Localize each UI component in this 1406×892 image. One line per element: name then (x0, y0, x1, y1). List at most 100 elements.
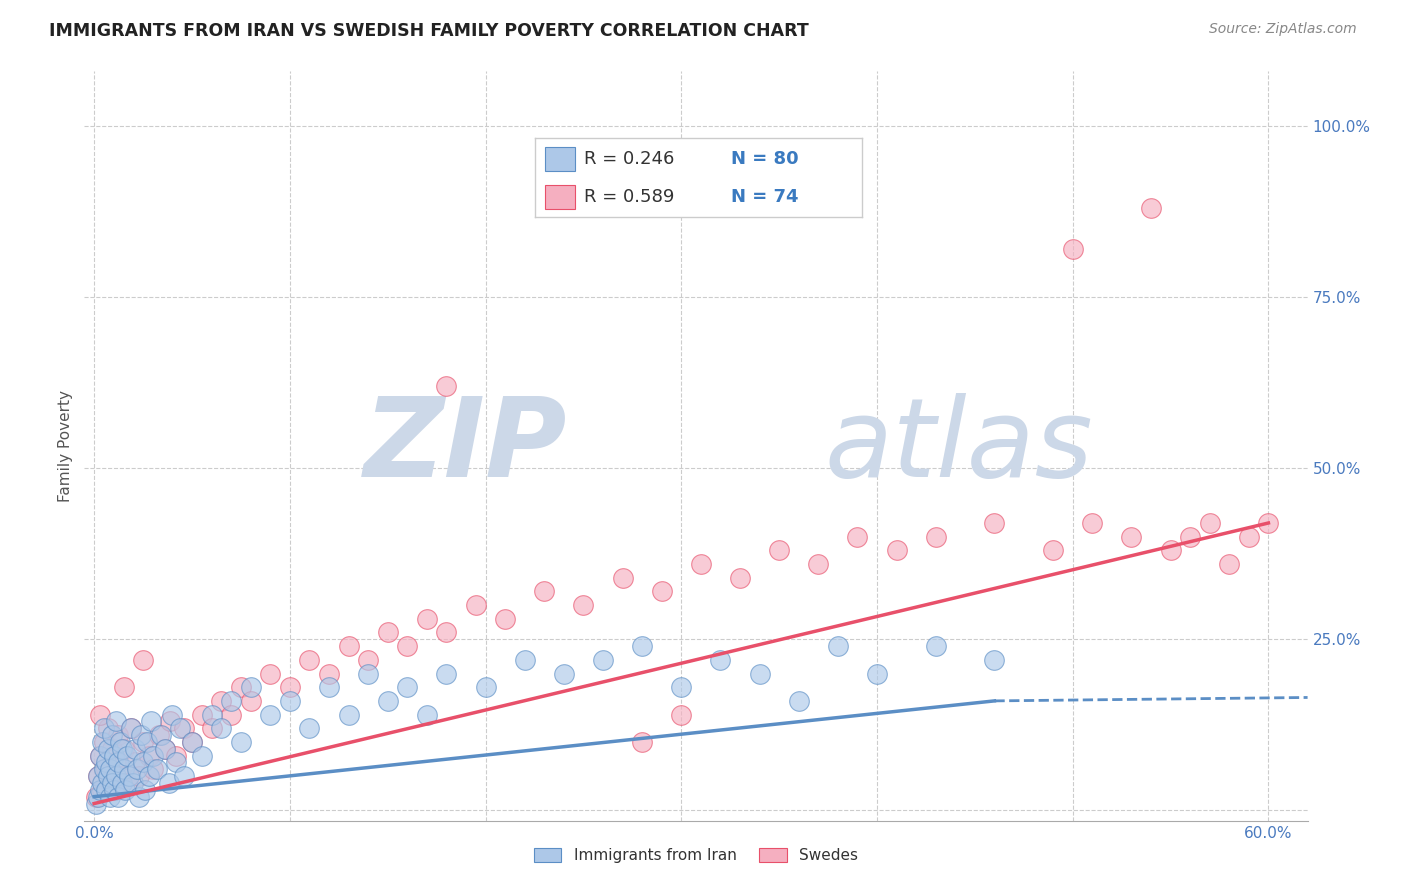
Point (128, 769, 150, 783)
Y-axis label: Family Poverty: Family Poverty (58, 390, 73, 502)
Point (200, 721, 222, 735)
Point (157, 776, 180, 790)
Point (436, 379, 458, 393)
Text: N = 80: N = 80 (731, 150, 799, 169)
Point (100, 728, 122, 742)
Point (709, 653, 731, 667)
Point (209, 721, 232, 735)
Point (103, 782, 125, 797)
Point (748, 666, 770, 681)
Point (117, 776, 139, 790)
Point (149, 728, 172, 742)
Point (148, 728, 170, 742)
Point (87, 769, 110, 783)
Point (98, 762, 121, 776)
Point (98, 776, 121, 790)
Point (1257, 516, 1279, 530)
Point (134, 782, 156, 797)
Point (97, 769, 120, 783)
Point (200, 707, 222, 722)
Point (93, 762, 115, 776)
Point (229, 735, 252, 749)
Point (396, 680, 419, 694)
Point (513, 653, 536, 667)
Point (318, 680, 340, 694)
Point (191, 707, 214, 722)
Point (1140, 201, 1163, 215)
Point (572, 598, 595, 612)
FancyBboxPatch shape (546, 186, 575, 209)
Point (132, 756, 155, 770)
Point (298, 653, 321, 667)
Point (97, 741, 120, 756)
Point (827, 639, 849, 653)
Point (112, 762, 135, 776)
Point (132, 653, 155, 667)
Point (1218, 557, 1240, 571)
Point (219, 707, 242, 722)
Point (129, 728, 152, 742)
Point (165, 756, 187, 770)
Point (377, 625, 399, 640)
Point (136, 735, 159, 749)
Point (103, 782, 125, 797)
Point (1081, 516, 1104, 530)
Point (153, 741, 176, 756)
Point (89, 748, 111, 763)
Point (464, 598, 486, 612)
Point (112, 741, 135, 756)
Point (110, 741, 132, 756)
Point (1042, 543, 1064, 558)
Point (239, 694, 262, 708)
Point (89, 748, 111, 763)
Point (84, 797, 107, 811)
Point (689, 557, 711, 571)
Point (298, 721, 321, 735)
Point (377, 694, 399, 708)
Point (89, 782, 111, 797)
Point (162, 707, 184, 722)
Point (318, 666, 340, 681)
Point (87, 789, 110, 804)
Point (846, 530, 869, 544)
Point (337, 639, 360, 653)
Point (983, 653, 1005, 667)
Point (98, 789, 121, 804)
Point (416, 707, 439, 722)
Text: R = 0.246: R = 0.246 (585, 150, 675, 169)
Point (925, 639, 948, 653)
Point (181, 735, 204, 749)
Point (118, 769, 141, 783)
Point (436, 625, 458, 640)
Point (91, 735, 114, 749)
Point (416, 612, 439, 626)
Point (100, 741, 122, 756)
Point (553, 666, 575, 681)
Point (278, 694, 301, 708)
Point (104, 769, 127, 783)
Point (87, 769, 110, 783)
Text: R = 0.589: R = 0.589 (585, 188, 675, 206)
Point (94, 762, 117, 776)
Text: ZIP: ZIP (364, 392, 568, 500)
FancyBboxPatch shape (546, 147, 575, 171)
Point (153, 741, 176, 756)
Point (1178, 530, 1201, 544)
Point (94, 756, 117, 770)
Text: Source: ZipAtlas.com: Source: ZipAtlas.com (1209, 22, 1357, 37)
Point (239, 680, 262, 694)
Point (807, 557, 830, 571)
Point (173, 769, 195, 783)
Point (533, 584, 555, 599)
Point (925, 530, 948, 544)
Point (112, 680, 135, 694)
Point (169, 721, 191, 735)
Point (104, 714, 127, 729)
Point (91, 782, 114, 797)
Point (671, 707, 693, 722)
Point (108, 769, 131, 783)
Point (259, 707, 281, 722)
Point (357, 666, 380, 681)
Point (886, 543, 908, 558)
Point (91, 776, 114, 790)
